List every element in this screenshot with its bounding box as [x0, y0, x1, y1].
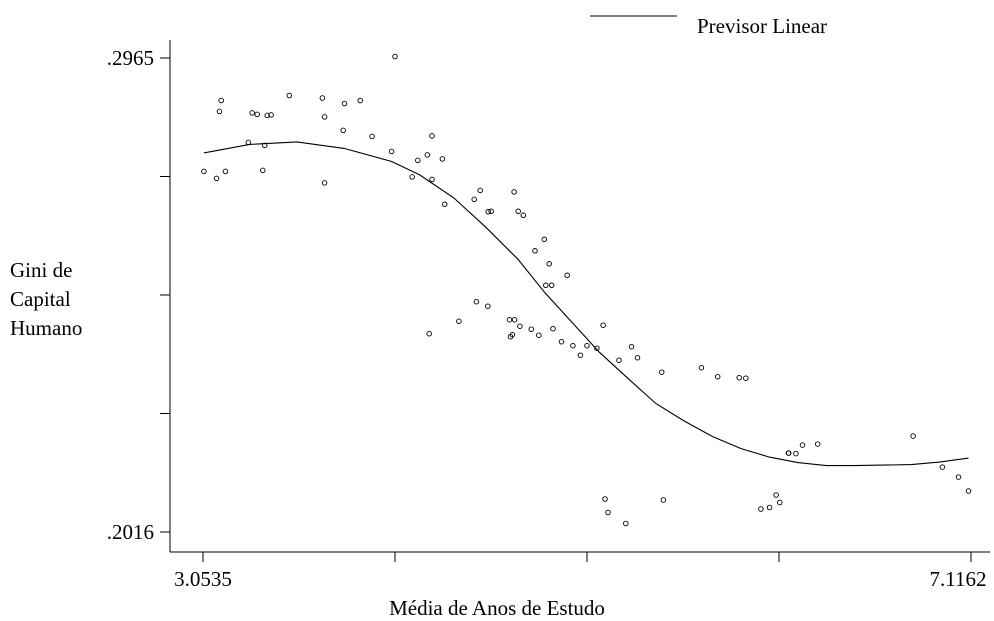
data-point [814, 441, 821, 447]
data-point [785, 450, 792, 456]
data-point [616, 357, 622, 363]
data-point [429, 133, 435, 139]
data-point [939, 464, 946, 470]
data-point [634, 354, 641, 361]
data-point [369, 133, 375, 140]
data-point [536, 332, 542, 338]
x-tick-label: 3.0535 [174, 567, 232, 591]
data-point [743, 375, 749, 381]
data-point [777, 499, 783, 506]
data-point [321, 114, 328, 120]
data-point [511, 316, 518, 323]
data-point [477, 187, 483, 194]
data-point [955, 474, 962, 480]
data-point [341, 100, 348, 107]
y-axis-label-line: Humano [10, 316, 83, 340]
fit-line [203, 141, 969, 467]
data-point [506, 316, 513, 323]
data-point [532, 248, 538, 254]
data-point [584, 342, 590, 349]
data-point [218, 97, 224, 104]
data-point [426, 330, 432, 337]
data-point [758, 506, 764, 512]
data-point [520, 212, 527, 219]
data-point [268, 112, 274, 118]
data-point [799, 442, 806, 448]
data-point [245, 139, 252, 146]
data-point [488, 208, 494, 215]
y-axis-label: Gini de Capital Humano [10, 256, 82, 343]
data-point [548, 282, 555, 289]
data-point [546, 261, 552, 267]
data-point [485, 303, 491, 309]
data-point [550, 325, 556, 332]
data-point [409, 174, 415, 180]
data-point [511, 189, 517, 195]
data-point [736, 374, 742, 381]
data-point [658, 369, 665, 375]
data-point [264, 112, 270, 119]
data-point [602, 496, 608, 502]
data-point [509, 331, 516, 338]
data-point [605, 509, 611, 516]
y-tick-label: .2965 [107, 46, 154, 70]
y-axis-label-line: Gini de [10, 258, 73, 282]
data-point [517, 323, 523, 329]
points-group [201, 53, 972, 527]
y-tick-label: .2016 [107, 520, 154, 544]
data-point [213, 175, 220, 182]
data-point [429, 176, 435, 183]
data-point [254, 111, 260, 118]
legend-label: Previsor Linear [697, 14, 828, 38]
data-point [216, 108, 223, 115]
data-point [577, 352, 584, 358]
data-point [570, 342, 576, 349]
data-point [698, 364, 705, 371]
x-axis-label: Média de Anos de Estudo [389, 596, 605, 620]
data-point [628, 343, 635, 350]
data-point [910, 433, 916, 439]
data-point [340, 127, 346, 134]
data-point [766, 504, 773, 511]
data-point [660, 497, 667, 503]
data-point [515, 208, 521, 215]
data-point [623, 520, 629, 527]
data-point [485, 209, 491, 215]
data-point [600, 322, 606, 328]
data-point [222, 168, 229, 175]
data-point [388, 148, 395, 155]
data-point [261, 142, 268, 149]
data-point [415, 157, 421, 164]
data-point [594, 345, 600, 351]
data-point [473, 298, 480, 305]
x-tick-label: 7.1162 [930, 567, 987, 591]
data-point [439, 156, 446, 162]
data-point [564, 272, 570, 279]
data-point [543, 282, 549, 289]
data-point [392, 53, 398, 60]
data-point [357, 97, 363, 104]
data-point [714, 373, 721, 380]
axes: .2965 .2016 3.0535 7.1162 [107, 40, 990, 591]
data-point [471, 196, 477, 203]
data-point [541, 236, 548, 243]
data-point [319, 95, 326, 101]
data-point [773, 492, 779, 498]
data-point [793, 450, 799, 457]
data-point [201, 168, 207, 175]
data-point [528, 326, 535, 332]
fit-line-group [203, 141, 969, 467]
y-axis-label-line: Capital [10, 287, 71, 311]
data-point [424, 152, 431, 158]
data-point [286, 92, 293, 99]
data-point [249, 110, 255, 116]
data-point [441, 201, 448, 208]
data-point [456, 318, 462, 324]
data-point [965, 488, 972, 494]
data-point [321, 180, 328, 186]
data-point [260, 167, 266, 174]
data-point [558, 338, 565, 345]
